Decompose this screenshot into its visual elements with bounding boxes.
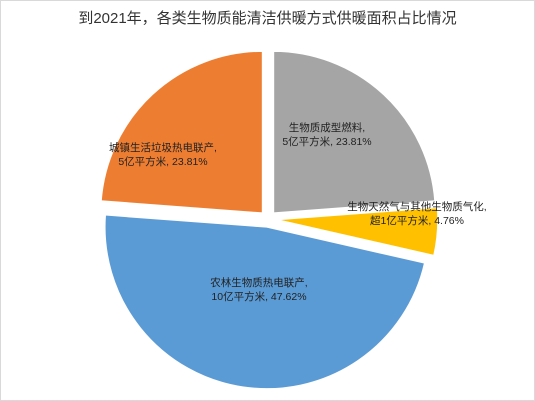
label-category: 生物质成型燃料, xyxy=(289,121,365,134)
label-category: 城镇生活垃圾热电联产, xyxy=(109,141,217,154)
label-category: 农林生物质热电联产, xyxy=(210,276,307,289)
slice-municipal-waste-chp xyxy=(100,50,264,214)
label-category: 生物天然气与其他生物质气化, xyxy=(347,200,486,213)
slice-agri-forestry-chp xyxy=(104,214,426,390)
label-value-percent: 超1亿平方米, 4.76% xyxy=(370,214,464,227)
label-municipal-waste-chp: 城镇生活垃圾热电联产, 5亿平方米, 23.81% xyxy=(109,141,217,168)
label-biogas-gasification: 生物天然气与其他生物质气化,超1亿平方米, 4.76% xyxy=(347,200,486,227)
label-value-percent: 5亿平方米, 23.81% xyxy=(118,155,207,168)
slice-biogas-gasification xyxy=(275,206,439,257)
label-biomass-pellet-fuel: 生物质成型燃料, 5亿平方米, 23.81% xyxy=(282,121,371,148)
label-value-percent: 10亿平方米, 47.62% xyxy=(211,290,306,303)
label-value-percent: 5亿平方米, 23.81% xyxy=(282,135,371,148)
chart-title: 到2021年，各类生物质能清洁供暖方式供暖面积占比情况 xyxy=(78,10,457,27)
slice-biomass-pellet-fuel xyxy=(272,50,436,214)
label-agri-forestry-chp: 农林生物质热电联产, 10亿平方米, 47.62% xyxy=(210,276,307,303)
